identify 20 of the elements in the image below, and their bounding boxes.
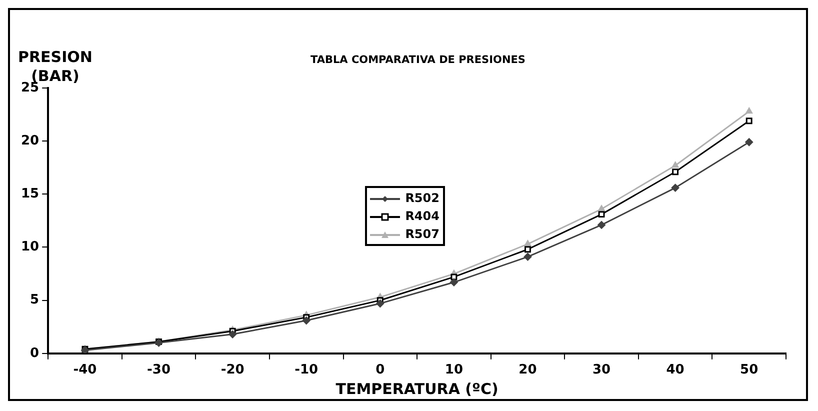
x-tick-label: -30	[147, 362, 171, 378]
x-tick-label: 0	[376, 362, 385, 378]
chart-title: TABLA COMPARATIVA DE PRESIONES	[310, 54, 526, 66]
y-tick-label: 20	[20, 133, 40, 148]
y-tick-label: 15	[20, 186, 40, 202]
x-tick-label: -10	[294, 362, 318, 378]
legend-label: R404	[405, 209, 440, 223]
y-tick-label: 10	[20, 240, 40, 255]
legend-label: R502	[405, 191, 440, 205]
x-axis-title: TEMPERATURA (ºC)	[336, 380, 498, 398]
x-tick-label: 10	[444, 362, 463, 378]
x-tick-label: 30	[592, 362, 611, 378]
x-tick-label: 50	[740, 362, 758, 378]
y-tick-label: 5	[30, 292, 40, 308]
x-tick-label: -20	[220, 362, 244, 378]
legend-label: R507	[405, 227, 440, 241]
x-tick-label: -40	[73, 362, 97, 378]
y-tick-label: 0	[30, 346, 40, 361]
x-tick-label: 40	[666, 362, 684, 378]
x-tick-label: 20	[518, 362, 537, 378]
